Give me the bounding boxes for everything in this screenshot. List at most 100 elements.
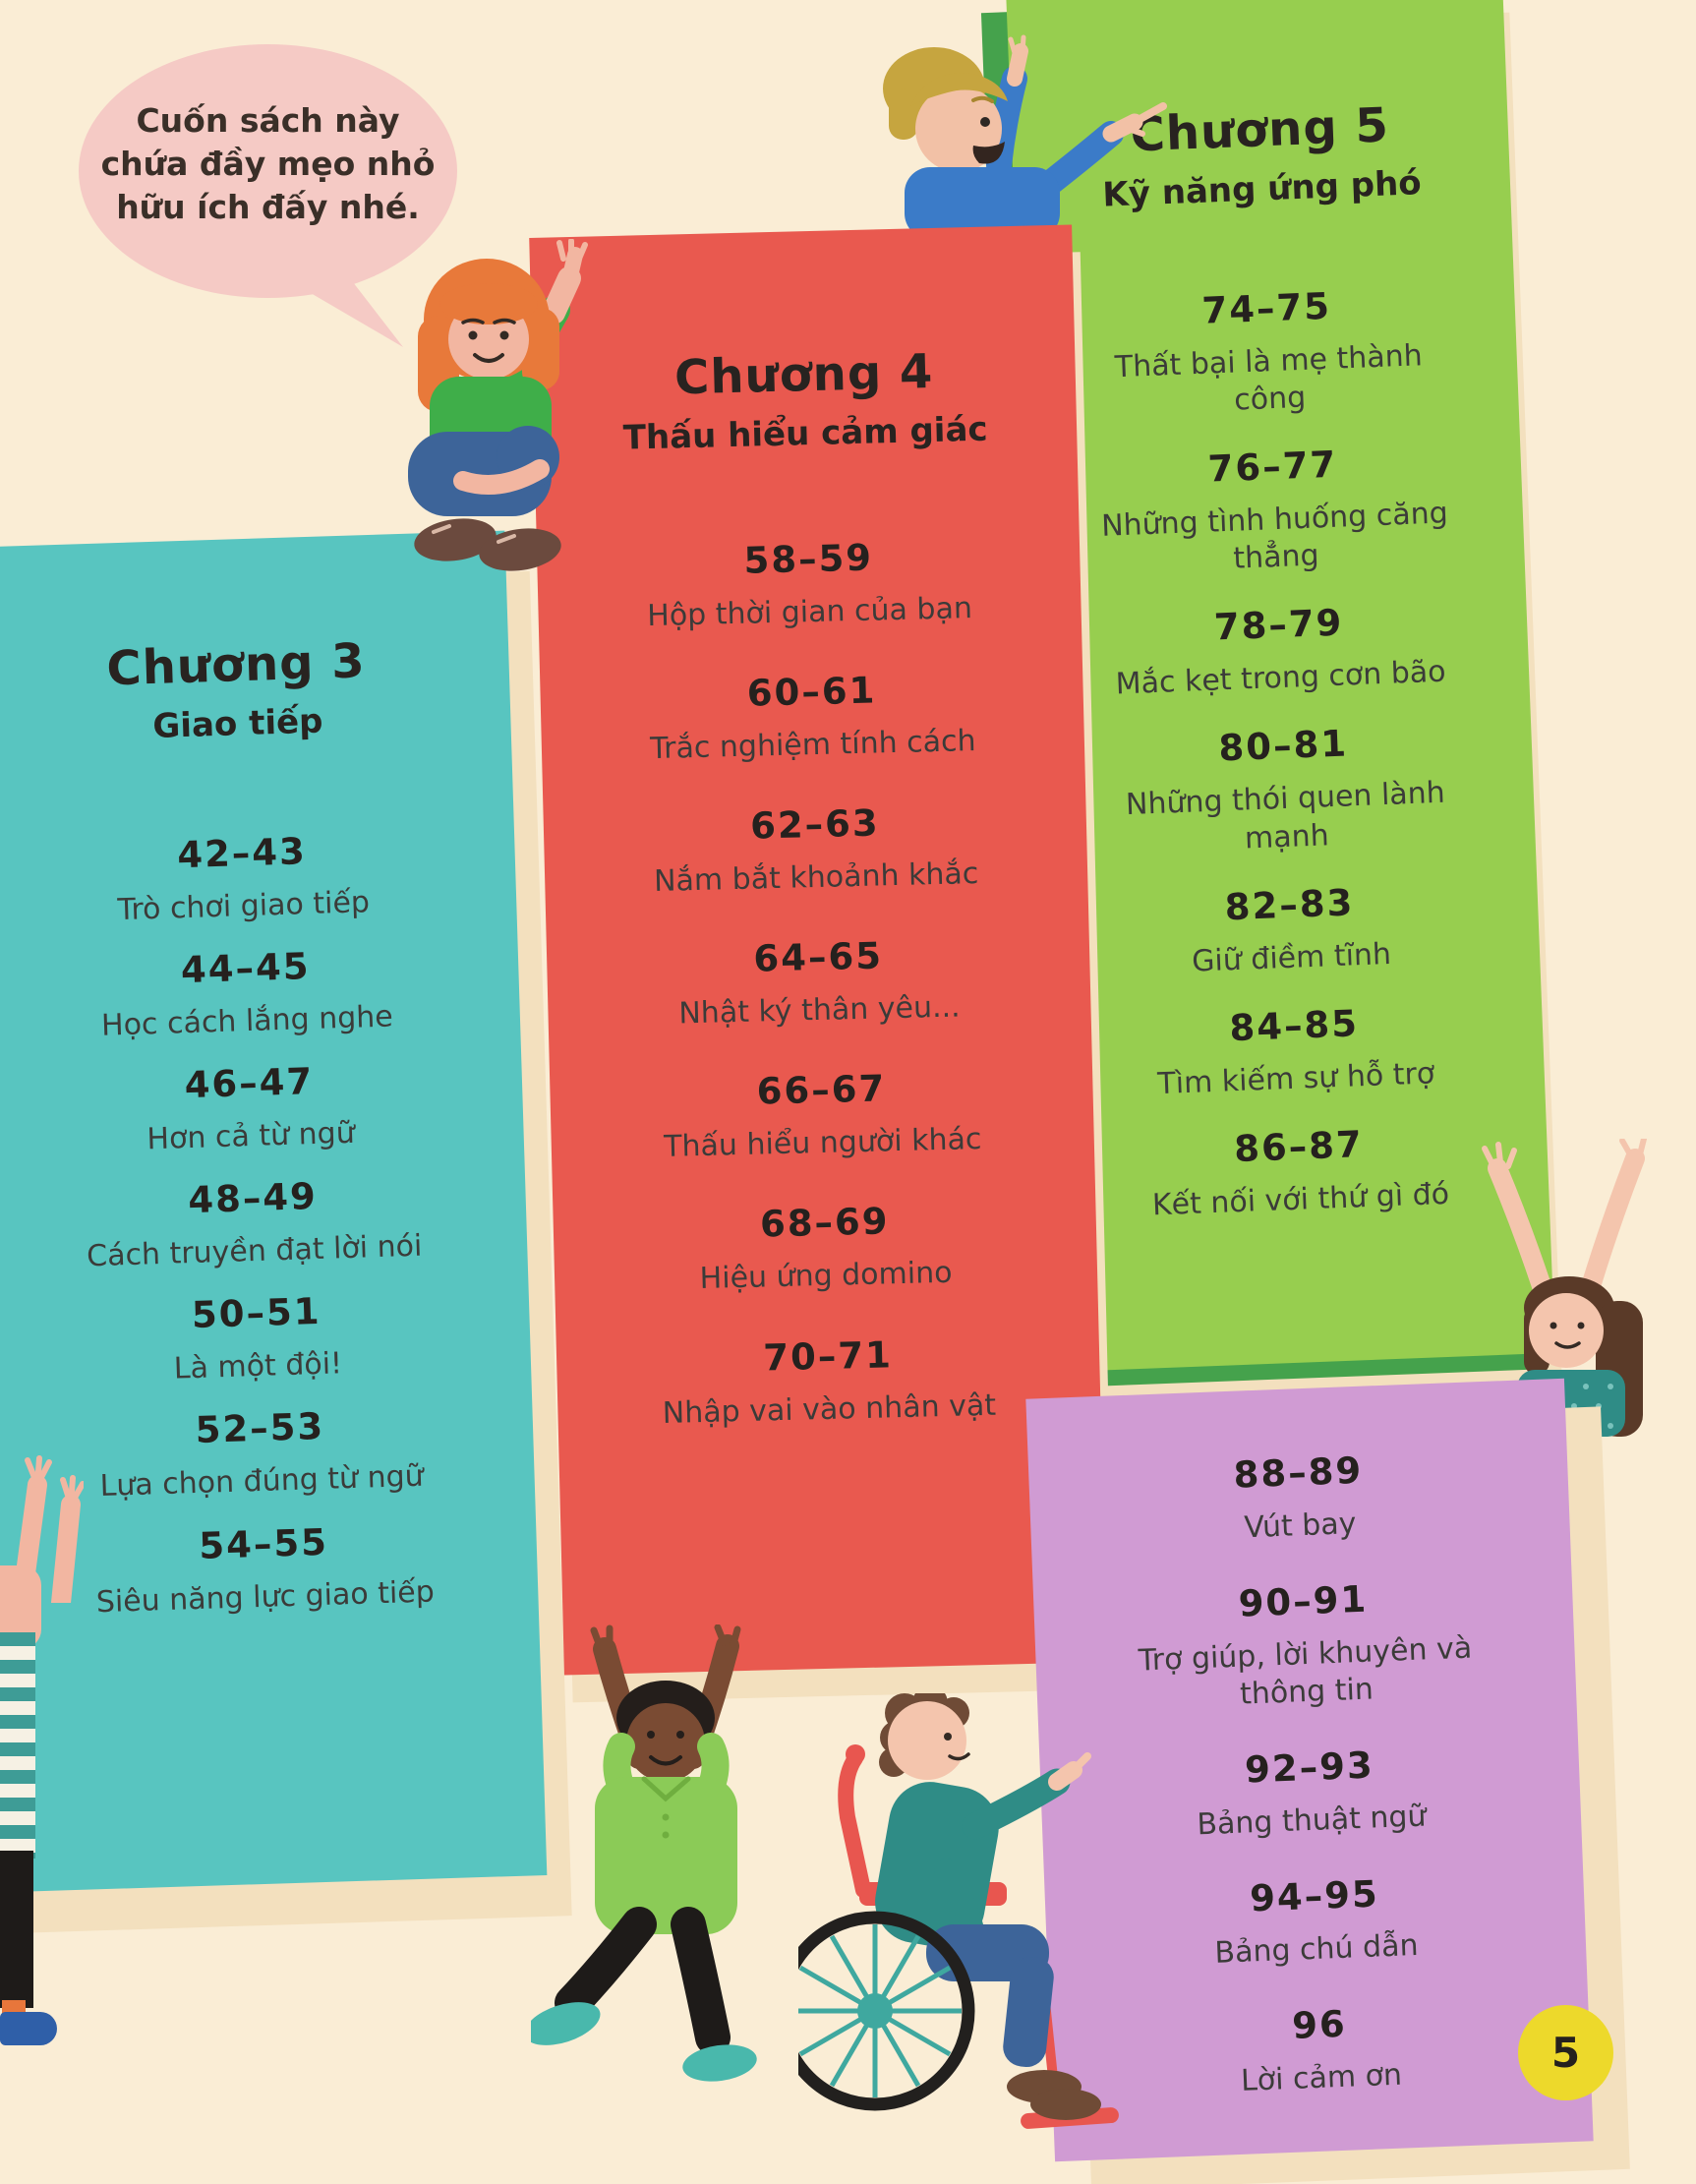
toc-entry: 42–43 Trò chơi giao tiếp <box>115 828 370 929</box>
wheelchair-person-illustration <box>798 1693 1119 2129</box>
toc-entry: 78–79 Mắc kẹt trong cơn bão <box>1113 598 1446 704</box>
toc-entry: 90–91 Trợ giúp, lời khuyên và thông tin <box>1116 1573 1494 1719</box>
toc-entry-title: Bảng thuật ngữ <box>1196 1799 1428 1843</box>
speech-bubble-line: Cuốn sách này <box>136 101 400 140</box>
holding-boy-illustration <box>531 1624 757 2082</box>
speech-bubble-tail <box>275 261 403 347</box>
pointing-boy-illustration <box>883 34 1167 239</box>
toc-entry: 44–45 Học cách lắng nghe <box>99 943 394 1045</box>
toc-entry: 74–75 Thất bại là mẹ thành công <box>1072 280 1465 426</box>
toc-entry-pages: 68–69 <box>759 1200 891 1246</box>
chapter-3-title: Chương 3 <box>105 633 367 697</box>
toc-entry: 54–55 Siêu năng lực giao tiếp <box>94 1517 436 1622</box>
toc-entry-pages: 50–51 <box>191 1290 322 1337</box>
toc-entry-pages: 82–83 <box>1223 880 1355 928</box>
toc-entry: 86–87 Kết nối với thứ gì đó <box>1149 1120 1450 1225</box>
chapter-3-subtitle: Giao tiếp <box>151 701 324 746</box>
sitting-girl-illustration <box>408 239 588 571</box>
toc-entry-pages: 96 <box>1291 2003 1348 2048</box>
toc-entry: 80–81 Những thói quen lành mạnh <box>1088 718 1482 863</box>
chapter-4-title: Chương 4 <box>673 343 934 406</box>
toc-entry-title: Học cách lắng nghe <box>100 999 394 1043</box>
speech-bubble: Cuốn sách này chứa đầy mẹo nhỏ hữu ích đ… <box>79 44 467 369</box>
toc-entry-pages: 92–93 <box>1244 1743 1375 1792</box>
toc-entry-title: Nhập vai vào nhân vật <box>662 1387 997 1431</box>
end-matter-entries: 88–89 Vút bay 90–91 Trợ giúp, lời khuyên… <box>1111 1445 1510 2141</box>
chapter-3-panel: Chương 3 Giao tiếp 42–43 Trò chơi giao t… <box>0 530 548 1893</box>
chapter-4-entries: 58–59 Hộp thời gian của bạn 60–61 Trắc n… <box>641 534 997 1472</box>
toc-entry-title: Kết nối với thứ gì đó <box>1151 1176 1450 1223</box>
toc-entry-pages: 48–49 <box>187 1175 319 1222</box>
toc-entry-pages: 66–67 <box>756 1067 887 1113</box>
toc-entry-title: Nhật ký thân yêu... <box>677 989 962 1032</box>
speech-bubble-text: Cuốn sách này chứa đầy mẹo nhỏ hữu ích đ… <box>79 99 457 230</box>
toc-entry: 64–65 Nhật ký thân yêu... <box>677 933 962 1033</box>
toc-entry-pages: 74–75 <box>1200 284 1332 332</box>
toc-entry-pages: 64–65 <box>752 934 884 980</box>
toc-entry: 46–47 Hơn cả từ ngữ <box>145 1059 355 1159</box>
toc-entry-pages: 42–43 <box>176 830 308 877</box>
toc-entry-title: Thất bại là mẹ thành công <box>1114 338 1424 418</box>
toc-entry-pages: 70–71 <box>762 1332 894 1380</box>
toc-entry-pages: 76–77 <box>1206 443 1338 491</box>
toc-entry: 92–93 Bảng thuật ngữ <box>1195 1742 1428 1845</box>
toc-entry-pages: 52–53 <box>195 1405 325 1452</box>
toc-entry-pages: 86–87 <box>1233 1122 1365 1170</box>
toc-entry-pages: 90–91 <box>1237 1577 1369 1625</box>
striped-person-pants <box>0 1851 33 2008</box>
toc-entry-pages: 58–59 <box>743 536 874 582</box>
toc-entry: 76–77 Những tình huống căng thẳng <box>1078 439 1471 584</box>
toc-entry-title: Lựa chọn đúng từ ngữ <box>99 1459 425 1505</box>
toc-entry-pages: 78–79 <box>1213 601 1345 649</box>
toc-entry-pages: 60–61 <box>746 669 877 715</box>
striped-person-shirt <box>0 1632 35 1859</box>
toc-entry: 96 Lời cảm ơn <box>1238 2001 1402 2100</box>
toc-entry-title: Lời cảm ơn <box>1240 2058 1403 2099</box>
toc-entry-title: Là một đội! <box>173 1346 343 1387</box>
toc-entry-title: Hộp thời gian của bạn <box>646 591 973 634</box>
toc-entry-pages: 62–63 <box>749 801 881 848</box>
chapter-4-panel: Chương 4 Thấu hiểu cảm giác 58–59 Hộp th… <box>529 224 1107 1676</box>
toc-entry-pages: 54–55 <box>198 1520 329 1567</box>
toc-entry-title: Cách truyền đạt lời nói <box>86 1228 423 1274</box>
speech-bubble-line: hữu ích đấy nhé. <box>116 188 420 227</box>
toc-entry-title: Tìm kiếm sự hỗ trợ <box>1156 1056 1435 1101</box>
toc-entry: 62–63 Nắm bắt khoảnh khắc <box>652 799 979 901</box>
speech-bubble-line: chứa đầy mẹo nhỏ <box>100 145 436 184</box>
toc-entry: 84–85 Tìm kiếm sự hỗ trợ <box>1155 999 1435 1103</box>
toc-entry-title: Mắc kẹt trong cơn bão <box>1115 654 1447 702</box>
toc-entry-pages: 46–47 <box>184 1060 315 1107</box>
toc-entry: 58–59 Hộp thời gian của bạn <box>645 534 972 635</box>
toc-entry: 82–83 Giữ điềm tĩnh <box>1189 880 1392 981</box>
toc-entry-title: Hơn cả từ ngữ <box>146 1115 356 1157</box>
toc-entry-pages: 80–81 <box>1217 722 1349 770</box>
toc-entry-title: Bảng chú dẫn <box>1213 1928 1420 1972</box>
toc-entry-title: Vút bay <box>1243 1506 1358 1546</box>
chapter-3-entries: 42–43 Trò chơi giao tiếp 44–45 Học cách … <box>72 827 436 1643</box>
toc-entry-pages: 88–89 <box>1232 1448 1364 1497</box>
toc-entry: 48–49 Cách truyền đạt lời nói <box>85 1172 423 1276</box>
toc-entry: 60–61 Trắc nghiệm tính cách <box>648 667 976 768</box>
speech-bubble-shape <box>79 44 457 298</box>
toc-entry-title: Những thói quen lành mạnh <box>1125 776 1446 856</box>
toc-entry: 68–69 Hiệu ứng domino <box>698 1199 953 1298</box>
page-number-badge: 5 <box>1518 2005 1613 2100</box>
toc-entry: 66–67 Thấu hiểu người khác <box>662 1065 982 1166</box>
toc-entry-title: Trợ giúp, lời khuyên và thông tin <box>1138 1630 1473 1712</box>
toc-entry: 70–71 Nhập vai vào nhân vật <box>661 1330 997 1432</box>
toc-entry-title: Những tình huống căng thẳng <box>1100 496 1449 577</box>
toc-entry: 88–89 Vút bay <box>1233 1449 1366 1548</box>
toc-entry-pages: 84–85 <box>1228 1001 1360 1049</box>
toc-entry: 52–53 Lựa chọn đúng từ ngữ <box>97 1402 424 1505</box>
toc-entry-pages: 94–95 <box>1249 1872 1380 1920</box>
toc-entry-title: Hiệu ứng domino <box>699 1256 953 1297</box>
toc-entry: 50–51 Là một đội! <box>171 1290 342 1388</box>
striped-person-shoe <box>0 2012 57 2045</box>
toc-entry-title: Thấu hiểu người khác <box>663 1122 982 1165</box>
raised-hands-illustration <box>12 1455 84 1603</box>
toc-entry-title: Nắm bắt khoảnh khắc <box>653 856 979 900</box>
toc-entry-title: Trò chơi giao tiếp <box>117 885 371 928</box>
toc-entry-title: Siêu năng lực giao tiếp <box>95 1573 436 1620</box>
toc-entry: 94–95 Bảng chú dẫn <box>1212 1871 1420 1973</box>
